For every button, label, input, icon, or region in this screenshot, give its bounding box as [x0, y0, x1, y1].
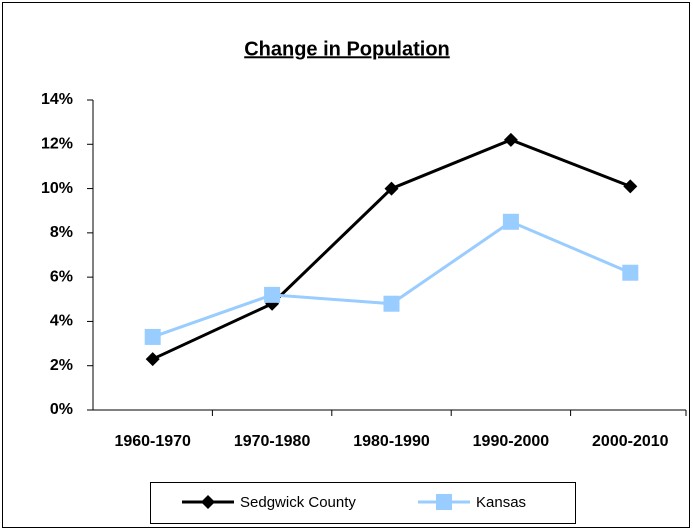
- y-tick-label: 0%: [50, 401, 73, 418]
- marker-diamond: [201, 495, 215, 509]
- marker-square: [144, 328, 161, 345]
- x-tick-label: 1960-1970: [114, 433, 191, 450]
- legend-label: Sedgwick County: [240, 494, 356, 511]
- marker-diamond: [384, 181, 399, 196]
- marker-square: [502, 213, 519, 230]
- y-tick-label: 8%: [50, 224, 73, 241]
- marker-diamond: [623, 179, 638, 194]
- y-tick-label: 2%: [50, 357, 73, 374]
- marker-diamond: [503, 132, 518, 147]
- y-tick-label: 14%: [41, 91, 73, 108]
- y-tick-label: 4%: [50, 313, 73, 330]
- x-tick-label: 1970-1980: [234, 433, 311, 450]
- x-tick-label: 2000-2010: [592, 433, 669, 450]
- marker-square: [622, 264, 639, 281]
- marker-diamond: [145, 352, 160, 367]
- x-tick-label: 1980-1990: [353, 433, 430, 450]
- y-tick-label: 12%: [41, 136, 73, 153]
- marker-square: [264, 286, 281, 303]
- chart-title: Change in Population: [244, 38, 450, 60]
- y-tick-label: 6%: [50, 268, 73, 285]
- marker-square: [383, 295, 400, 312]
- x-tick-label: 1990-2000: [473, 433, 550, 450]
- y-tick-label: 10%: [41, 180, 73, 197]
- legend-label: Kansas: [476, 494, 526, 511]
- marker-square: [436, 494, 452, 510]
